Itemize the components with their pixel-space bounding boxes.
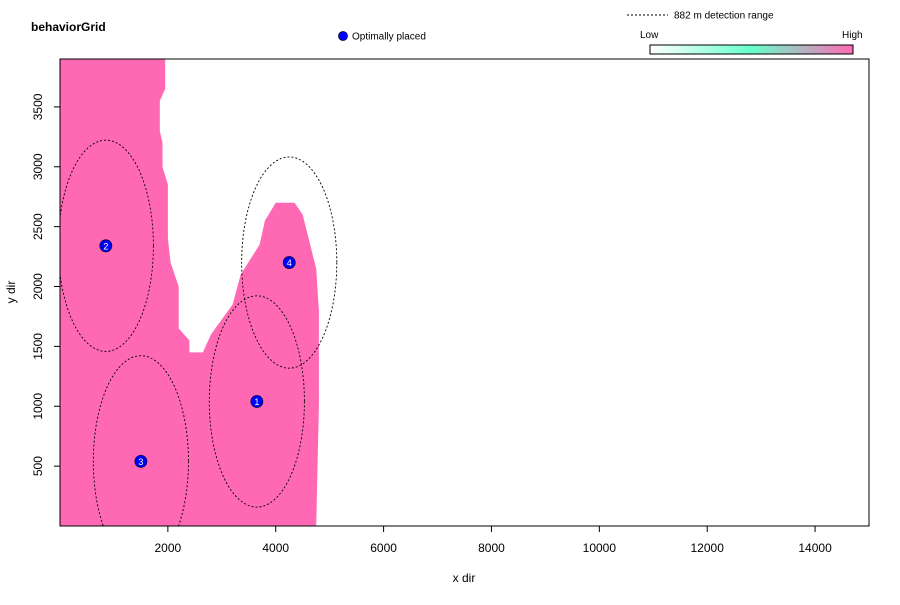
y-tick-label: 2000	[31, 273, 45, 300]
colorbar-low-label: Low	[640, 30, 659, 41]
receiver-2	[99, 239, 113, 253]
y-tick-label: 3000	[31, 153, 45, 180]
x-tick-label: 8000	[478, 541, 505, 555]
receiver-1	[250, 395, 264, 408]
receiver-label-2: 2	[103, 241, 108, 251]
receiver-label-1: 1	[254, 397, 259, 407]
detection-range-4	[241, 156, 338, 369]
habitat-area	[60, 59, 319, 526]
receivers: 1 2 3 4	[99, 239, 296, 468]
y-tick-label: 3500	[31, 93, 45, 120]
legend-receiver-label: Optimally placed	[352, 32, 426, 43]
x-axis: 2000 4000 6000 8000 10000 12000 14000	[155, 526, 832, 555]
detection-ranges	[60, 139, 338, 526]
receiver-4	[282, 256, 296, 269]
x-tick-label: 10000	[583, 541, 617, 555]
y-tick-label: 1000	[31, 393, 45, 420]
colorbar-high-label: High	[842, 30, 863, 41]
x-tick-label: 4000	[262, 541, 289, 555]
detection-range-2	[60, 139, 154, 352]
receiver-3	[134, 454, 148, 468]
plot-frame	[59, 58, 870, 527]
y-tick-label: 500	[31, 456, 45, 476]
legend-receiver-marker	[338, 31, 348, 41]
receiver-label-4: 4	[287, 258, 292, 268]
x-axis-label: x dir	[453, 571, 476, 585]
colorbar	[649, 44, 854, 55]
x-tick-label: 14000	[798, 541, 832, 555]
x-tick-label: 6000	[370, 541, 397, 555]
y-axis: 500 1000 1500 2000 2500 3000 3500	[31, 93, 60, 476]
detection-range-3	[92, 355, 189, 526]
legend-range-label: 882 m detection range	[674, 11, 774, 22]
receiver-label-3: 3	[138, 457, 143, 467]
x-tick-label: 12000	[691, 541, 725, 555]
y-axis-label: y dir	[4, 281, 18, 304]
y-tick-label: 1500	[31, 333, 45, 360]
y-tick-label: 2500	[31, 213, 45, 240]
x-tick-label: 2000	[155, 541, 182, 555]
chart-title: behaviorGrid	[31, 20, 106, 34]
legend: Optimally placed 882 m detection range L…	[338, 11, 863, 55]
detection-range-1	[208, 295, 305, 508]
